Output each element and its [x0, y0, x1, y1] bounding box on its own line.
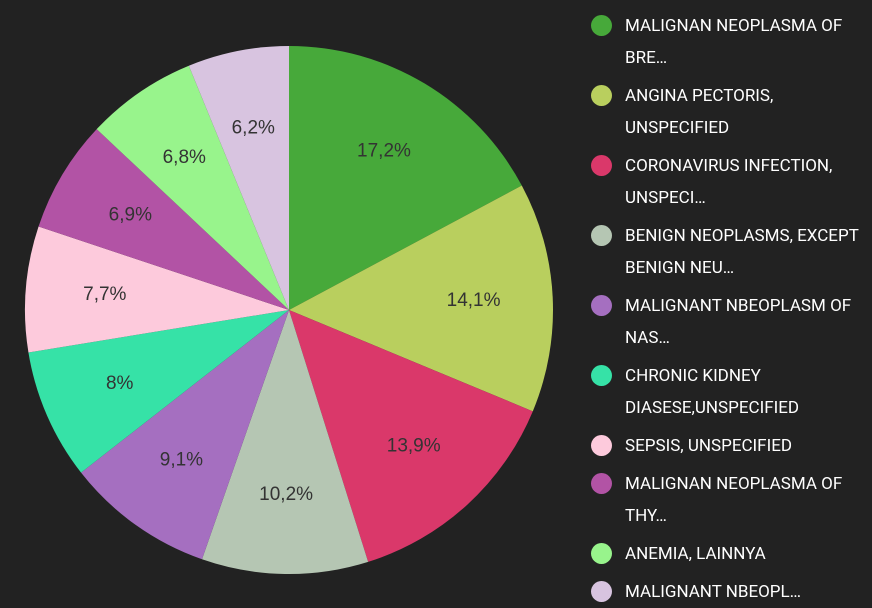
legend-label: SEPSIS, UNSPECIFIED	[625, 436, 793, 456]
legend-label: MALIGNAN NEOPLASMA OF BRE…	[625, 16, 843, 68]
legend-label: BENIGN NEOPLASMS, EXCEPT BENIGN NEU…	[625, 226, 859, 278]
pie-slice	[188, 46, 289, 310]
legend-label: CORONAVIRUS INFECTION, UNSPECI…	[625, 156, 833, 208]
slice-label: 14,1%	[447, 290, 501, 311]
legend-label: MALIGNANT NBEOPL…	[625, 582, 802, 602]
legend-label: MALIGNAN NEOPLASMA OF THY…	[625, 474, 843, 526]
pie-slice	[38, 129, 290, 310]
slice-label: 9,1%	[160, 449, 203, 470]
legend-label: MALIGNANT NBEOPLASM OF NAS…	[625, 296, 852, 348]
legend-swatch	[591, 543, 612, 564]
legend-item: MALIGNANT NBEOPLASM OF NAS…	[591, 290, 872, 354]
pie-slice	[289, 310, 533, 562]
legend-swatch	[591, 225, 612, 246]
legend-swatch	[591, 581, 612, 602]
pie-slice	[96, 65, 289, 310]
pie-slice	[289, 185, 553, 412]
legend-swatch	[591, 155, 612, 176]
legend-item: CORONAVIRUS INFECTION, UNSPECI…	[591, 150, 872, 214]
chart: 17,2% 14,1% 13,9% 10,2% 9,1% 8% 7,7% 6,9% 6,8% 6,…	[25, 46, 553, 574]
pie-slice	[202, 310, 369, 574]
legend-swatch	[591, 85, 612, 106]
pie-slice	[25, 226, 290, 353]
legend-label: ANEMIA, LAINNYA	[625, 544, 766, 564]
slice-label: 17,2%	[357, 140, 411, 161]
slice-label: 10,2%	[259, 484, 313, 505]
legend: MALIGNAN NEOPLASMA OF BRE… ANGINA PECTORI…	[591, 10, 872, 608]
legend-item: BENIGN NEOPLASMS, EXCEPT BENIGN NEU…	[591, 220, 872, 284]
legend-item: ANGINA PECTORIS, UNSPECIFIED	[591, 80, 872, 144]
slice-label: 7,7%	[83, 284, 126, 305]
slice-label: 6,9%	[109, 204, 152, 225]
slice-label: 13,9%	[387, 435, 441, 456]
pie-slice	[81, 310, 289, 560]
legend-swatch	[591, 365, 612, 386]
legend-label: ANGINA PECTORIS, UNSPECIFIED	[625, 86, 774, 138]
legend-item: MALIGNAN NEOPLASMA OF THY…	[591, 468, 872, 532]
legend-swatch	[591, 435, 612, 456]
legend-item: SEPSIS, UNSPECIFIED	[591, 430, 872, 462]
slice-label: 6,2%	[232, 118, 275, 139]
pie-slice	[28, 310, 289, 473]
legend-swatch	[591, 295, 612, 316]
legend-swatch	[591, 473, 612, 494]
legend-label: CHRONIC KIDNEY DIASESE,UNSPECIFIED	[625, 366, 800, 418]
legend-item: ANEMIA, LAINNYA	[591, 538, 872, 570]
legend-item: CHRONIC KIDNEY DIASESE,UNSPECIFIED	[591, 360, 872, 424]
slice-label: 8%	[106, 373, 134, 394]
slice-label: 6,8%	[163, 147, 206, 168]
legend-item: MALIGNANT NBEOPL…	[591, 576, 872, 608]
legend-item: MALIGNAN NEOPLASMA OF BRE…	[591, 10, 872, 74]
pie-slice	[289, 46, 522, 310]
legend-swatch	[591, 15, 612, 36]
